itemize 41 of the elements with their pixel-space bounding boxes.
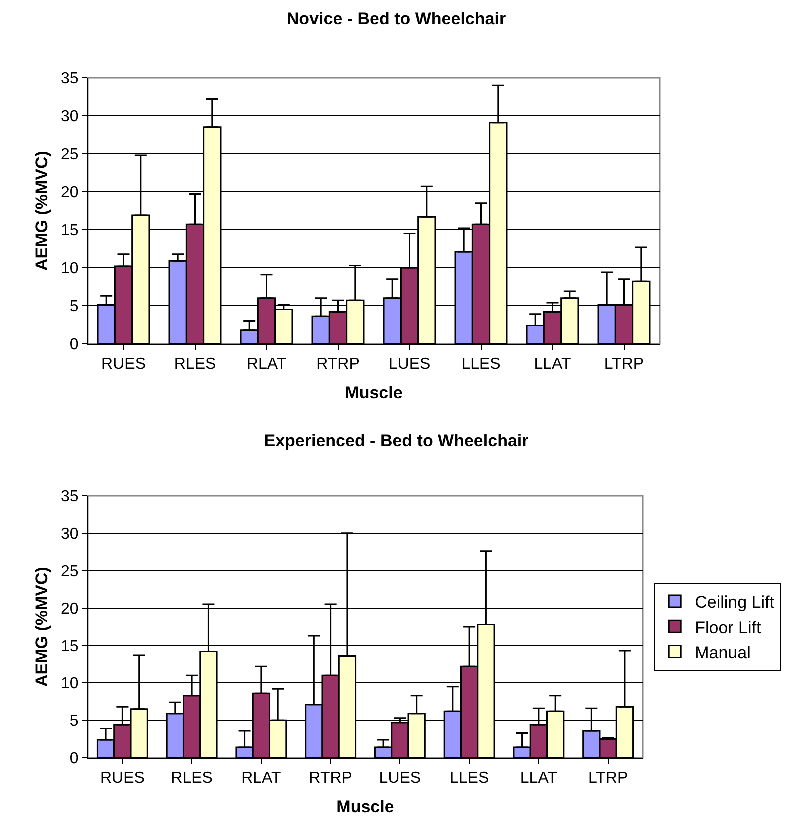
x-tick-label: RTRP [309, 770, 352, 788]
y-tick-label: 25 [61, 563, 79, 580]
legend-label: Manual [695, 643, 751, 662]
y-tick-label: 10 [61, 676, 79, 693]
x-tick-label: LUES [388, 356, 431, 374]
legend-label: Floor Lift [695, 618, 762, 638]
chart-title: Novice - Bed to Wheelchair [286, 9, 506, 28]
chart-title: Experienced - Bed to Wheelchair [264, 432, 530, 451]
x-tick-label: LLES [462, 356, 501, 374]
x-tick-label: RLES [171, 770, 213, 788]
y-tick-label: 0 [70, 750, 79, 768]
x-axis-title: Muscle [345, 384, 403, 403]
x-tick-label: RLES [174, 356, 216, 374]
y-tick-label: 30 [61, 108, 79, 126]
y-tick-label: 10 [61, 260, 79, 278]
x-tick-label: LTRP [588, 770, 628, 788]
x-tick-label: RUES [102, 356, 146, 374]
x-tick-label: RLAT [242, 770, 282, 788]
y-axis-title: AEMG (%MVC) [32, 567, 52, 687]
x-tick-label: LUES [379, 770, 422, 788]
x-tick-label: LLES [450, 770, 490, 788]
x-tick-label: LLAT [534, 356, 572, 374]
y-tick-label: 20 [61, 600, 79, 618]
y-tick-label: 0 [70, 336, 79, 354]
y-tick-label: 35 [61, 70, 79, 88]
x-tick-label: RUES [100, 770, 145, 788]
x-axis-title: Muscle [336, 798, 394, 817]
y-tick-label: 15 [61, 638, 79, 656]
y-tick-label: 5 [70, 298, 79, 316]
y-axis-title: AEMG (%MVC) [32, 151, 52, 271]
y-tick-label: 35 [61, 488, 79, 506]
x-tick-label: LTRP [604, 356, 644, 374]
x-tick-label: LLAT [520, 770, 558, 788]
y-tick-label: 5 [70, 713, 79, 730]
y-tick-label: 30 [61, 526, 79, 544]
x-tick-label: RTRP [316, 356, 360, 374]
x-tick-label: RLAT [246, 356, 287, 374]
y-tick-label: 15 [61, 222, 79, 240]
y-tick-label: 20 [61, 184, 79, 202]
legend-label: Ceiling Lift [695, 593, 775, 612]
y-tick-label: 25 [61, 146, 79, 164]
